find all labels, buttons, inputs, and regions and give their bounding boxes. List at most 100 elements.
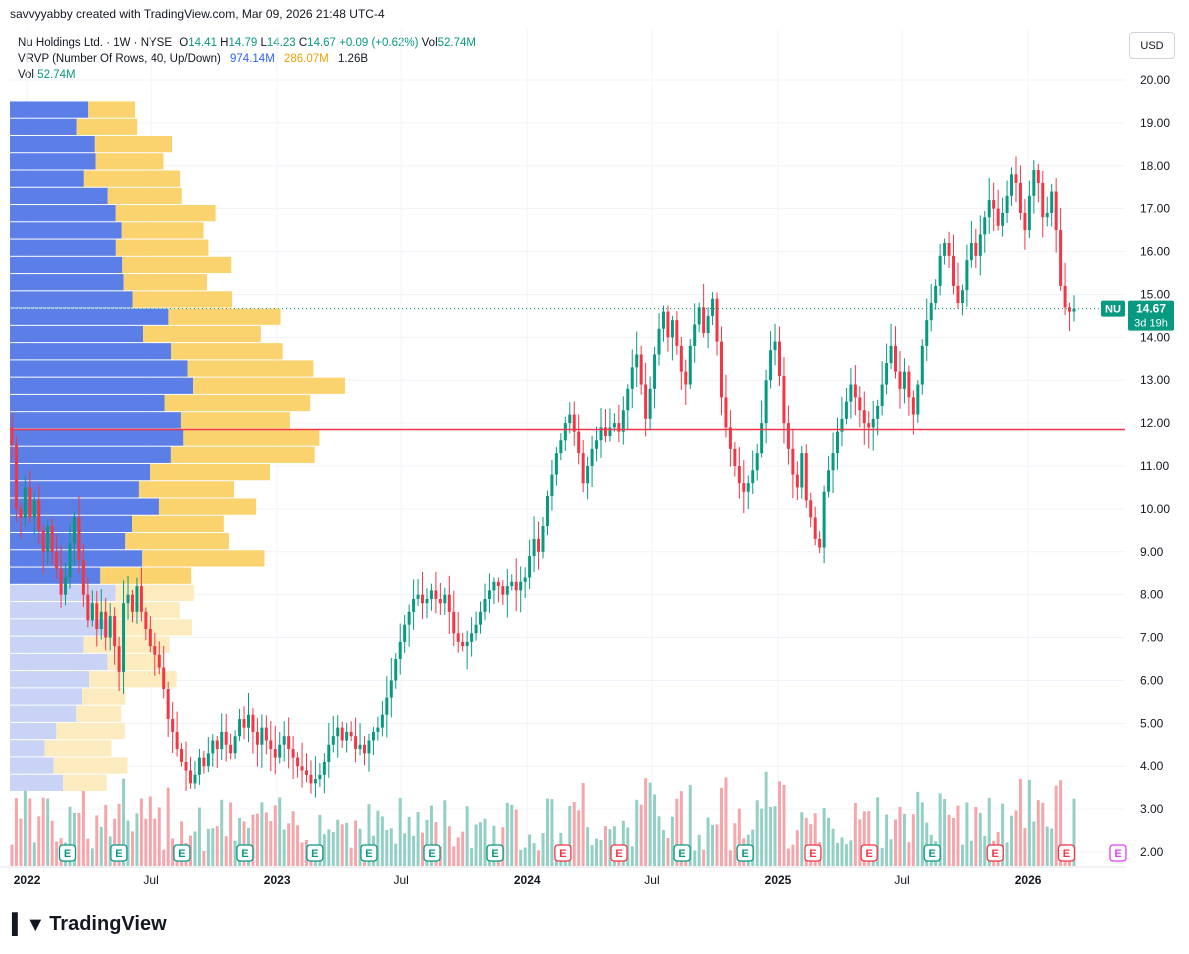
earnings-letter: E <box>491 848 498 860</box>
candle-body <box>822 491 826 548</box>
symbol-tag-bg <box>1101 300 1125 317</box>
candle-body <box>331 736 335 745</box>
candle-body <box>858 397 862 411</box>
volume-bar <box>532 843 536 866</box>
legend-vol2-label[interactable]: Vol <box>18 69 34 81</box>
volume-bar <box>474 824 478 866</box>
volume-bar <box>452 846 456 866</box>
currency-button[interactable]: USD <box>1129 32 1175 59</box>
candle-body <box>1010 174 1014 196</box>
earnings-badge <box>173 844 191 862</box>
candle-body <box>795 474 799 488</box>
earnings-letter: E <box>1063 848 1070 860</box>
candle-body <box>523 577 527 582</box>
candle-body <box>675 320 679 346</box>
vp-up-row <box>10 498 159 515</box>
candle-body <box>724 397 728 428</box>
candle-body <box>840 418 844 432</box>
volume-bar <box>139 798 143 866</box>
vp-up-row <box>10 135 95 153</box>
credit-text: savvyyabby created with TradingView.com,… <box>10 7 385 21</box>
legend-h-label: H <box>220 37 229 49</box>
earnings-letter: E <box>64 848 71 860</box>
volume-bar <box>813 813 817 866</box>
volume-bar <box>719 787 723 866</box>
candle-body <box>880 384 884 406</box>
volume-bar <box>376 810 380 866</box>
candle-body <box>318 774 322 780</box>
candle-body <box>14 444 18 509</box>
vp-down-row <box>132 515 224 533</box>
candle-body <box>737 466 741 484</box>
candle-body <box>443 594 447 604</box>
candle-body <box>925 320 929 346</box>
y-tick-label: 10.00 <box>1140 502 1170 516</box>
earnings-letter: E <box>365 848 372 860</box>
candle-body <box>742 483 746 492</box>
candle-body <box>554 453 558 475</box>
volume-bar <box>336 819 340 866</box>
volume-bar <box>242 821 246 866</box>
volume-bar <box>403 833 407 866</box>
volume-bar <box>1010 815 1014 866</box>
y-tick-label: 17.00 <box>1140 202 1170 216</box>
candle-body <box>291 749 295 758</box>
candle-body <box>166 689 170 720</box>
legend-vrvp-label[interactable]: VRVP (Number Of Rows, 40, Up/Down) <box>18 53 221 65</box>
volume-bar <box>72 812 76 866</box>
candle-body <box>282 736 286 745</box>
candle-body <box>679 345 683 372</box>
candle-body <box>769 350 773 381</box>
volume-bar <box>706 817 710 866</box>
volume-bar <box>943 799 947 866</box>
candle-body <box>224 731 228 745</box>
candle-body <box>987 200 991 218</box>
candle-body <box>653 354 657 389</box>
volume-bar <box>688 784 692 866</box>
volume-bar <box>1027 779 1031 866</box>
volume-bar <box>389 828 393 866</box>
candle-body <box>345 731 349 741</box>
vp-up-row <box>10 187 108 205</box>
volume-bar <box>621 820 625 866</box>
volume-bar <box>599 839 603 866</box>
volume-bar <box>229 802 233 866</box>
candle-body <box>394 659 398 681</box>
volume-bar <box>697 834 701 866</box>
candle-body <box>938 255 942 286</box>
vp-up-row <box>10 515 133 533</box>
candle-body <box>358 744 362 750</box>
legend-symbol-title[interactable]: Nu Holdings Ltd. · 1W · NYSE <box>18 37 173 49</box>
volume-bar <box>920 802 924 866</box>
volume-bar <box>354 820 358 866</box>
candle-body <box>626 388 630 411</box>
candle-body <box>595 440 599 449</box>
vp-down-row <box>76 705 122 722</box>
earnings-badge <box>610 844 628 862</box>
candle-body <box>760 423 764 454</box>
volume-bar <box>202 850 206 866</box>
candle-body <box>452 611 456 634</box>
earnings-icon: E <box>58 844 77 862</box>
earnings-icon: E <box>360 844 378 862</box>
vp-up-row <box>10 205 116 222</box>
volume-bar <box>1050 828 1054 866</box>
candle-body <box>202 757 206 767</box>
candle-body <box>269 740 273 750</box>
volume-bar <box>657 816 661 866</box>
volume-bar <box>447 826 451 866</box>
volume-bar <box>349 847 353 866</box>
volume-bar <box>14 798 18 866</box>
candle-body <box>702 307 706 334</box>
volume-bar <box>180 821 184 866</box>
vp-up-row <box>10 550 143 567</box>
candle-body <box>733 448 737 466</box>
earnings-badge <box>110 844 128 862</box>
earnings-letter: E <box>559 848 566 860</box>
candle-body <box>429 590 433 599</box>
brand-name: TradingView <box>49 913 167 935</box>
volume-bar <box>68 806 72 866</box>
candle-body <box>871 418 875 428</box>
volume-bar <box>1054 785 1058 866</box>
